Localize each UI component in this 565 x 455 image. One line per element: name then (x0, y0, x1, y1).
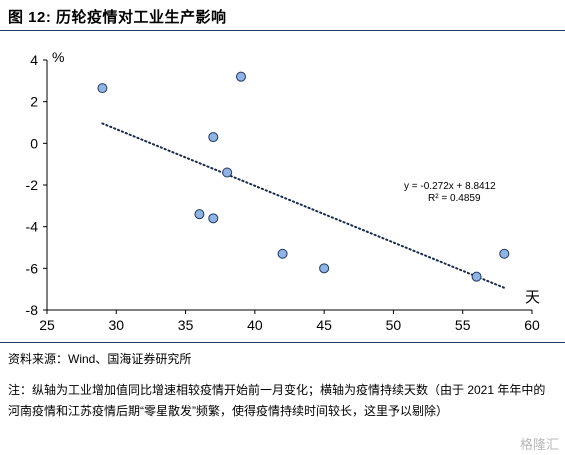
source-rule (0, 342, 565, 343)
y-tick-label: 2 (30, 94, 38, 110)
data-point (222, 167, 233, 178)
watermark-logo: 格隆汇 (519, 437, 559, 452)
r-squared-label: R² = 0.4859 (428, 193, 481, 204)
data-point (319, 263, 330, 274)
y-tick-label: 4 (30, 52, 38, 68)
title-rule (0, 30, 565, 31)
x-tick-label: 45 (316, 317, 332, 333)
data-point (277, 248, 288, 259)
data-point (97, 83, 108, 94)
source-text: 资料来源：Wind、国海证券研究所 (8, 352, 192, 366)
x-tick-label: 35 (178, 317, 194, 333)
trendline-equation: y = -0.272x + 8.8412 (404, 181, 496, 192)
data-point (499, 248, 510, 259)
x-tick-label: 40 (247, 317, 263, 333)
y-tick-label: -2 (26, 177, 39, 193)
trendline (101, 122, 506, 289)
x-tick-label: 30 (108, 317, 124, 333)
y-tick-label: -4 (26, 219, 39, 235)
data-point (471, 271, 482, 282)
data-point (208, 132, 219, 143)
x-axis-unit: 天 (525, 289, 540, 306)
note-text: 注：纵轴为工业增加值同比增速相较疫情开始前一月变化；横轴为疫情持续天数（由于 2… (8, 383, 546, 418)
y-tick-label: -8 (26, 302, 39, 318)
y-axis-unit: % (52, 49, 64, 65)
y-tick-label: -6 (26, 260, 39, 276)
points-layer (97, 71, 510, 282)
figure-title: 图 12: 历轮疫情对工业生产影响 (8, 9, 227, 26)
trendline-layer (101, 122, 506, 289)
data-point (194, 209, 205, 220)
data-point (236, 71, 246, 82)
x-tick-label: 60 (524, 317, 540, 333)
x-tick-label: 50 (386, 317, 402, 333)
x-tick-label: 55 (455, 317, 471, 333)
x-tick-label: 25 (39, 317, 55, 333)
axes: 25 30 35 40 45 50 55 60 4 2 0 -2 -4 -6 -8 (26, 52, 540, 333)
y-tick-label: 0 (30, 135, 38, 151)
scatter-chart: 25 30 35 40 45 50 55 60 4 2 0 -2 -4 -6 -8 % 天 y = -0.2… (26, 49, 540, 333)
data-point (208, 213, 219, 224)
